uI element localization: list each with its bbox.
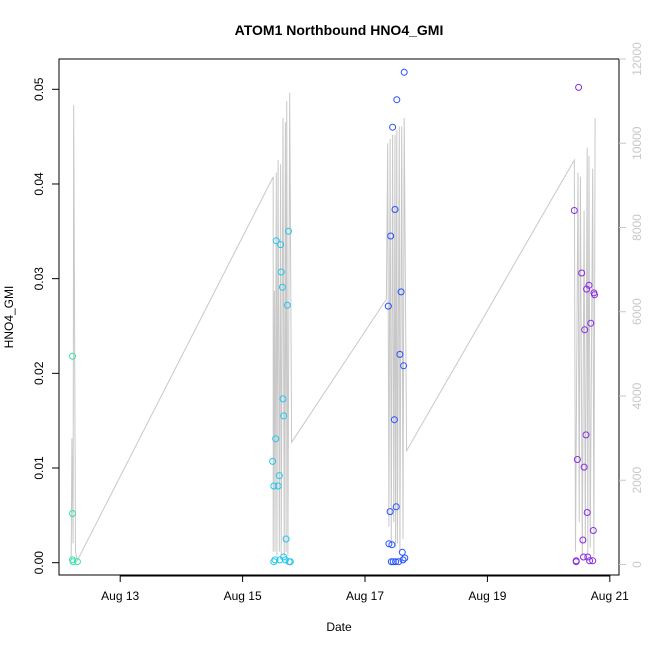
y2-axis: 0 2000 4000 6000 8000 10000 12000 (619, 42, 644, 568)
data-point (272, 237, 280, 245)
x-tick-label: Aug 13 (101, 589, 139, 603)
data-point (582, 431, 590, 439)
y2-tick-label: 0 (630, 561, 644, 568)
data-point (399, 556, 407, 564)
data-point (583, 285, 591, 293)
y2-tick-label: 8000 (630, 214, 644, 241)
data-point (275, 472, 283, 480)
data-point (283, 301, 291, 309)
data-point (401, 554, 409, 562)
data-point (278, 283, 286, 291)
data-point (387, 232, 395, 240)
data-point (271, 556, 279, 564)
y-tick-label: 0.03 (32, 267, 46, 291)
y-axis-label: HNO4_GMI (2, 286, 16, 349)
y-axis: 0.00 0.01 0.02 0.03 0.04 0.05 (32, 77, 59, 574)
data-point (572, 557, 580, 565)
data-point (270, 482, 278, 490)
data-point (387, 558, 395, 566)
data-point (589, 527, 597, 534)
data-point (591, 291, 598, 299)
data-point (581, 326, 589, 334)
data-point (579, 536, 587, 544)
y2-tick-label: 6000 (630, 298, 644, 325)
data-point (583, 509, 591, 516)
data-point (398, 548, 406, 556)
data-point (270, 558, 278, 566)
data-point (580, 553, 587, 561)
data-point (281, 556, 289, 564)
y-tick-label: 0.01 (32, 456, 46, 480)
y2-tick-label: 10000 (630, 126, 644, 160)
data-point (573, 456, 581, 463)
data-point (391, 206, 399, 213)
data-point (392, 558, 400, 566)
data-point (386, 508, 394, 516)
data-point (400, 362, 408, 370)
data-point (390, 416, 398, 424)
data-point (389, 123, 397, 131)
x-tick-label: Aug 17 (346, 589, 384, 603)
x-tick-label: Aug 21 (591, 589, 629, 603)
data-points-layer (69, 68, 598, 566)
y-tick-label: 0.02 (32, 361, 46, 385)
y-tick-label: 0.04 (32, 172, 46, 196)
data-point (73, 558, 81, 566)
data-point (279, 395, 287, 403)
data-point (584, 553, 592, 561)
data-point (280, 412, 288, 420)
data-point (400, 68, 408, 76)
data-point (69, 352, 76, 360)
data-point (282, 535, 290, 543)
altitude-line (70, 92, 596, 562)
data-point (385, 540, 393, 548)
data-point (388, 541, 396, 549)
data-point (277, 268, 285, 276)
data-point (69, 558, 77, 566)
x-axis-label: Date (326, 620, 352, 634)
data-point (589, 557, 597, 565)
data-point (393, 96, 401, 104)
y2-tick-label: 12000 (630, 42, 644, 76)
data-point (277, 241, 285, 249)
x-tick-label: Aug 19 (468, 589, 506, 603)
data-point (392, 503, 400, 511)
data-point (397, 288, 405, 296)
chart-title: ATOM1 Northbound HNO4_GMI (235, 22, 444, 38)
plot-frame (58, 58, 620, 576)
y-tick-label: 0.05 (32, 77, 46, 101)
data-point (272, 435, 280, 443)
data-point (570, 207, 578, 214)
data-point (587, 319, 595, 327)
y2-tick-label: 4000 (630, 382, 644, 409)
y2-tick-label: 2000 (630, 467, 644, 494)
data-point (274, 482, 282, 490)
data-point (396, 350, 404, 358)
data-point (395, 558, 403, 566)
data-point (269, 457, 277, 465)
altitude-line-layer (70, 92, 596, 562)
x-axis: Aug 13 Aug 15 Aug 17 Aug 19 Aug 21 (101, 575, 629, 603)
data-point (586, 557, 594, 565)
data-point (286, 558, 294, 566)
data-point (285, 227, 292, 235)
data-point (69, 510, 76, 517)
data-point (580, 463, 588, 471)
data-point (384, 302, 392, 310)
data-point (578, 269, 586, 277)
x-tick-label: Aug 15 (224, 589, 262, 603)
data-point (575, 83, 583, 91)
data-point (585, 281, 593, 289)
y-tick-label: 0.00 (32, 551, 46, 575)
